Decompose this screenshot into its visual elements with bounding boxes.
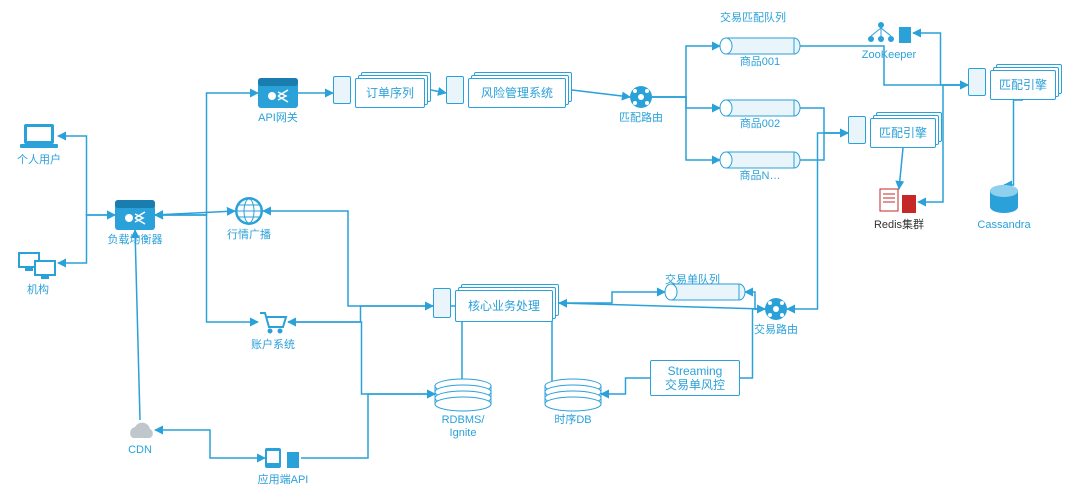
org-label: 机构: [8, 284, 68, 297]
rdbms-db: [435, 379, 491, 411]
account-label: 账户系统: [243, 339, 303, 352]
edge-streaming-tsdb: [601, 378, 650, 394]
order_q-connector: [333, 76, 351, 104]
app_api-icon: [265, 448, 299, 468]
broadcast-label: 行情广播: [219, 229, 279, 242]
tsdb-label: 时序DB: [535, 414, 611, 427]
mq_label-label: 交易匹配队列: [720, 12, 820, 25]
account-icon: [260, 313, 286, 334]
cassandra-icon: [990, 185, 1018, 213]
user-icon: [20, 124, 58, 148]
lb-icon: [115, 200, 155, 230]
match_route-label: 匹配路由: [611, 112, 671, 125]
engine1-connector: [968, 68, 986, 96]
edge-core-tx_q_cyl: [559, 292, 665, 303]
qn-label: 商品N…: [720, 170, 800, 183]
cassandra-label: Cassandra: [974, 219, 1034, 232]
engine1-box: 匹配引擎: [990, 70, 1056, 100]
engine2-connector: [848, 116, 866, 144]
cdn-label: CDN: [110, 444, 170, 457]
engine2-box: 匹配引擎: [870, 118, 936, 148]
core-box: 核心业务处理: [455, 290, 553, 322]
match_route-icon: [630, 86, 652, 108]
risk-box: 风险管理系统: [468, 78, 566, 108]
zk-label: ZooKeeper: [859, 49, 919, 62]
q1-label: 商品001: [720, 56, 800, 69]
q2-queue: [720, 100, 800, 116]
edge-core-account: [288, 306, 433, 322]
app_api-label: 应用端API: [253, 474, 313, 487]
qn-queue: [720, 152, 800, 168]
redis-label: Redis集群: [869, 219, 929, 232]
q2-label: 商品002: [720, 118, 800, 131]
edge-risk-match_route: [572, 90, 630, 97]
edge-app_api-rdbms: [301, 394, 435, 458]
gateway-icon: [258, 78, 298, 108]
edge-tx_route-tx_q_cyl: [745, 292, 765, 309]
tx_q-label: 交易单队列: [665, 274, 765, 287]
broadcast-icon: [235, 197, 263, 225]
edge-engine2-redis: [899, 148, 903, 189]
edge-streaming-tx_route: [740, 309, 765, 378]
edge-match_route-qn: [652, 97, 720, 160]
edge-account-rdbms: [288, 322, 435, 394]
gateway-label: API网关: [248, 112, 308, 125]
redis-icon: [880, 189, 916, 213]
user-label: 个人用户: [9, 154, 69, 167]
risk-connector: [446, 76, 464, 104]
org-icon: [18, 252, 56, 279]
edge-match_route-q1: [652, 46, 720, 97]
edge-qn-engine2: [800, 133, 848, 160]
rdbms-label: RDBMS/ Ignite: [425, 414, 501, 440]
core-connector: [433, 288, 451, 318]
edge-engine1-cassandra: [1004, 100, 1023, 185]
edge-user-lb: [58, 136, 115, 215]
edge-cdn-app_api: [155, 430, 265, 458]
edge-cdn-lb: [135, 230, 140, 420]
edge-lb-gateway: [155, 93, 258, 215]
zk-icon: [868, 22, 911, 43]
edge-order_q-risk: [431, 90, 446, 93]
edge-tx_route-core: [559, 303, 765, 309]
edge-broadcast-core: [263, 211, 433, 306]
tx_route-label: 交易路由: [746, 324, 806, 337]
cdn-icon: [130, 423, 153, 438]
edge-q2-engine2: [800, 108, 848, 133]
lb-label: 负载均衡器: [105, 234, 165, 247]
streaming-box: Streaming 交易单风控: [650, 360, 740, 396]
edge-zk-engine1: [913, 33, 968, 85]
tsdb-db: [545, 379, 601, 411]
tx_route-icon: [765, 298, 787, 320]
order_q-box: 订单序列: [355, 78, 425, 108]
q1-queue: [720, 38, 800, 54]
